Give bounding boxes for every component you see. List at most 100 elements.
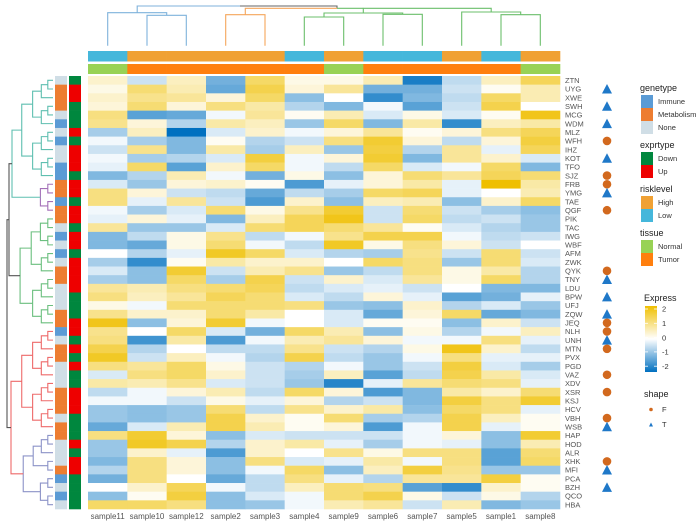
triangle-icon (602, 335, 612, 345)
row-label: PVX (565, 353, 580, 362)
column-label: sample9 (329, 512, 360, 521)
heatmap-cell (402, 301, 443, 311)
heatmap-cell (520, 457, 561, 466)
genetype-annotation-cell (55, 197, 67, 207)
express-tick-label: 2 (662, 305, 666, 314)
heatmap-cell (324, 483, 364, 492)
dendro-link (39, 222, 48, 242)
heatmap-cell (88, 171, 128, 181)
heatmap-cell (520, 101, 561, 111)
heatmap-cell (363, 387, 403, 397)
exprtype-annotation-cell (69, 500, 81, 510)
heatmap-cell (520, 396, 561, 406)
row-annotations (55, 76, 81, 510)
heatmap-cell (402, 431, 443, 441)
column-label: sample12 (169, 512, 204, 521)
heatmap-cell (363, 370, 403, 380)
row-label: TNY (565, 275, 580, 284)
genetype-annotation-cell (55, 240, 67, 250)
genetype-annotation-cell (55, 387, 67, 397)
heatmap-cell (402, 387, 443, 397)
heatmap-cell (363, 240, 403, 250)
heatmap-cell (245, 292, 285, 302)
genetype-annotation-cell (55, 283, 67, 293)
heatmap-cell (245, 370, 285, 380)
dendro-link (40, 439, 53, 454)
heatmap-cell (520, 153, 561, 163)
genetype-annotation-cell (55, 448, 67, 458)
heatmap-cell (442, 93, 482, 103)
row-label: PGD (565, 362, 582, 371)
heatmap-cell (245, 249, 285, 259)
heatmap-cell (402, 93, 443, 103)
heatmap-cell (284, 231, 325, 241)
heatmap-cell (88, 474, 128, 484)
heatmap-cell (520, 214, 561, 224)
row-label: WSB (565, 422, 582, 431)
heatmap-cell (324, 231, 364, 241)
tissue-legend-swatch (641, 253, 653, 266)
dendro-link (303, 16, 345, 46)
heatmap-cell (402, 405, 443, 415)
heatmap-cell (245, 465, 285, 475)
genetype-legend-label: Metabolism (658, 110, 696, 119)
heatmap-cell (363, 171, 403, 181)
heatmap-cell (402, 457, 443, 466)
dendro-link (47, 495, 53, 506)
heatmap-cell (127, 162, 167, 172)
row-label: YMG (565, 189, 582, 198)
row-label: LDU (565, 284, 580, 293)
dendro-link (40, 110, 53, 125)
heatmap-cell (127, 205, 167, 215)
heatmap-cell (206, 474, 246, 484)
heatmap-cell (127, 309, 167, 319)
genetype-annotation-cell (55, 145, 67, 155)
heatmap-cell (127, 491, 167, 501)
heatmap-cell (127, 223, 167, 233)
heatmap-cell (402, 283, 443, 293)
genetype-annotation-cell (55, 353, 67, 363)
heatmap-cell (127, 275, 167, 285)
dendro-link (11, 129, 41, 198)
heatmap-cell (127, 405, 167, 415)
heatmap-cell (442, 387, 482, 397)
heatmap-cell (402, 231, 443, 241)
exprtype-annotation-cell (69, 205, 81, 215)
genetype-annotation-cell (55, 84, 67, 94)
heatmap-cell (481, 266, 521, 276)
genetype-annotation-cell (55, 179, 67, 189)
heatmap-cell (324, 188, 364, 198)
heatmap-cell (166, 370, 207, 380)
heatmap-cell (166, 422, 207, 432)
heatmap-cell (88, 292, 128, 302)
heatmap-cell (206, 500, 246, 510)
exprtype-annotation-cell (69, 457, 81, 466)
heatmap-cell (442, 335, 482, 345)
circle-icon (602, 387, 612, 397)
heatmap-cell (481, 292, 521, 302)
risklevel-annotation-cell (127, 51, 167, 62)
heatmap-cell (324, 327, 364, 337)
heatmap-cell (127, 136, 167, 146)
triangle-icon (602, 465, 612, 475)
heatmap-cell (88, 214, 128, 224)
genetype-annotation-cell (55, 257, 67, 267)
heatmap-cell (206, 405, 246, 415)
heatmap-cell (127, 153, 167, 163)
dendro-link (47, 218, 53, 229)
exprtype-annotation-cell (69, 231, 81, 241)
heatmap-cell (481, 249, 521, 259)
heatmap-cell (402, 396, 443, 406)
row-label: TAC (565, 223, 580, 232)
heatmap-cell (284, 379, 325, 389)
row-label: ZTN (565, 76, 580, 85)
tissue-legend-swatch (641, 240, 653, 253)
dendro-link (32, 341, 42, 369)
heatmap-cell (481, 162, 521, 172)
heatmap-cell (206, 153, 246, 163)
heatmap-cell (520, 292, 561, 302)
heatmap-cell (481, 301, 521, 311)
heatmap-cell (481, 448, 521, 458)
shape-legend-label: T (662, 420, 667, 429)
heatmap-cell (442, 379, 482, 389)
